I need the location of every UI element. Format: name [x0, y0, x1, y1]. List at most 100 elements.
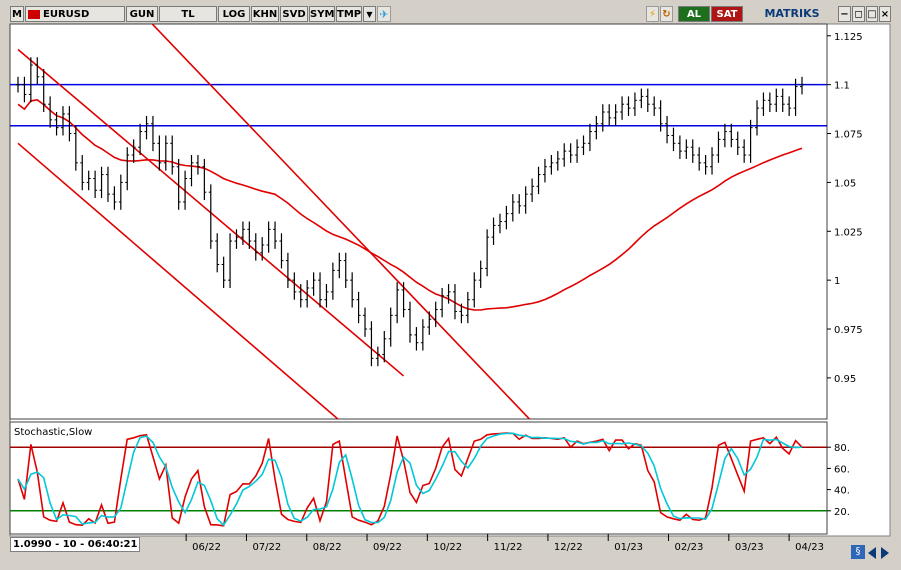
log-button[interactable]: LOG: [218, 6, 250, 22]
svd-button[interactable]: SVD: [280, 6, 308, 22]
price-tick-label-2: 1.075: [834, 130, 863, 141]
stoch-tick-label-1: 60.: [834, 464, 850, 475]
price-bar-108: [710, 147, 715, 175]
price-bar-98: [645, 88, 650, 113]
price-bar-22: [157, 135, 162, 171]
price-bars: [10, 24, 827, 419]
maximize-button[interactable]: □: [866, 6, 878, 22]
price-bar-100: [658, 100, 663, 132]
price-bar-28: [195, 155, 200, 175]
price-tick-label-6: 0.975: [834, 325, 863, 336]
price-bar-35: [240, 221, 245, 245]
price-bar-122: [800, 76, 804, 95]
price-bar-13: [99, 166, 104, 199]
stoch-tick-label-3: 20.: [834, 507, 850, 518]
price-bar-69: [459, 303, 464, 324]
price-bar-16: [118, 174, 123, 210]
price-bar-90: [594, 115, 599, 140]
price-bar-106: [697, 147, 702, 171]
price-bar-4: [41, 69, 46, 113]
price-bar-104: [684, 139, 689, 159]
price-tick-label-3: 1.05: [834, 178, 856, 189]
price-bar-27: [189, 155, 194, 187]
month-label-2: 08/22: [313, 542, 342, 553]
price-bar-63: [420, 319, 425, 351]
price-bar-77: [510, 194, 515, 222]
price-bar-75: [497, 213, 502, 234]
sell-button[interactable]: SAT: [711, 6, 743, 22]
refresh-icon[interactable]: ↻: [660, 6, 673, 22]
bird-icon[interactable]: ✈: [377, 6, 391, 22]
price-bar-83: [549, 155, 554, 175]
buy-button[interactable]: AL: [678, 6, 710, 22]
price-bar-2: [28, 57, 33, 103]
price-bar-32: [221, 256, 226, 288]
price-bar-48: [324, 284, 329, 308]
month-label-9: 03/23: [735, 542, 764, 553]
price-bar-31: [215, 233, 220, 273]
close-button[interactable]: ×: [879, 6, 891, 22]
currency-button[interactable]: TL: [159, 6, 217, 22]
price-bar-61: [408, 301, 412, 343]
scroll-right-icon[interactable]: [881, 547, 889, 559]
sym-button[interactable]: SYM: [309, 6, 335, 22]
stoch-tick-label-0: 80.: [834, 443, 850, 454]
price-bar-3: [35, 57, 40, 85]
price-bar-95: [626, 96, 631, 116]
price-bar-62: [414, 327, 419, 351]
price-bar-6: [54, 112, 59, 136]
price-bar-101: [665, 115, 670, 144]
month-label-7: 01/23: [614, 542, 643, 553]
price-bar-119: [780, 88, 785, 113]
dropdown-arrow-icon[interactable]: ▼: [363, 6, 376, 22]
price-bar-37: [253, 233, 258, 261]
price-bar-113: [742, 139, 747, 163]
price-bar-117: [767, 92, 772, 113]
price-bar-60: [401, 282, 406, 318]
price-bar-56: [375, 346, 380, 367]
price-bar-71: [472, 272, 477, 308]
restore-button[interactable]: ◻: [852, 6, 865, 22]
stoch-tick-label-2: 40.: [834, 486, 850, 497]
month-label-6: 12/22: [554, 542, 583, 553]
price-bar-86: [568, 143, 573, 163]
period-button[interactable]: GUN: [126, 6, 158, 22]
price-bar-55: [369, 321, 374, 367]
price-bar-74: [491, 217, 496, 245]
tmp-button[interactable]: TMP: [336, 6, 362, 22]
price-bar-18: [131, 139, 136, 163]
lightning-icon[interactable]: ⚡: [646, 6, 659, 22]
price-bar-40: [273, 221, 278, 249]
price-bar-110: [722, 123, 727, 148]
stoch-d-line: [17, 432, 803, 527]
price-bar-109: [716, 131, 721, 163]
settings-icon[interactable]: §: [851, 545, 865, 559]
minimize-button[interactable]: −: [838, 6, 851, 22]
price-bar-111: [729, 123, 734, 148]
price-bar-54: [363, 307, 368, 337]
price-bar-43: [292, 272, 297, 300]
price-bar-53: [356, 291, 361, 324]
price-bar-97: [639, 88, 644, 109]
price-bar-99: [652, 96, 657, 116]
price-bar-70: [465, 291, 470, 324]
price-bar-33: [228, 233, 233, 288]
price-bar-14: [105, 166, 110, 202]
price-bar-121: [793, 78, 798, 116]
price-bar-9: [73, 125, 78, 171]
symbol-selector[interactable]: EURUSD: [25, 6, 125, 22]
price-bar-116: [761, 92, 766, 116]
price-bar-36: [247, 221, 252, 249]
scroll-left-icon[interactable]: [868, 547, 876, 559]
price-bar-84: [555, 151, 560, 171]
m-button[interactable]: M: [10, 6, 24, 22]
flag-icon: [28, 9, 40, 19]
price-bar-45: [305, 280, 310, 308]
price-bar-115: [755, 100, 760, 136]
khn-button[interactable]: KHN: [251, 6, 279, 22]
price-bar-103: [677, 135, 682, 159]
price-bar-105: [690, 139, 695, 163]
price-bar-68: [452, 284, 457, 320]
